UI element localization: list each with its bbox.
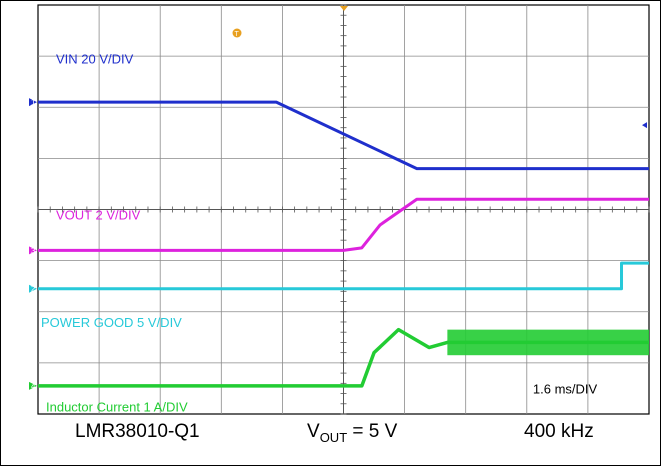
- trace-label: POWER GOOD 5 V/DIV: [41, 315, 182, 330]
- channel-marker-number: 3: [31, 246, 36, 255]
- trigger-level-icon: [642, 122, 647, 129]
- time-scale-label: 1.6 ms/DIV: [533, 382, 598, 397]
- channel-marker-number: 4: [31, 382, 36, 391]
- trace-label: VIN 20 V/DIV: [56, 52, 134, 67]
- trigger-marker-label: T: [235, 31, 240, 38]
- channel-marker-icon: [29, 381, 37, 390]
- channel-marker-number: 1: [31, 98, 36, 107]
- trace-3: [38, 261, 649, 291]
- trace-label: VOUT 2 V/DIV: [56, 208, 141, 223]
- caption-vout-suffix: = 5 V: [347, 421, 398, 442]
- trace-label: Inductor Current 1 A/DIV: [46, 399, 188, 414]
- trace-1: [38, 100, 649, 171]
- channel-marker-number: 2: [31, 285, 36, 294]
- caption-vout: VOUT = 5 V: [307, 421, 397, 445]
- trigger-position-icon: [340, 6, 348, 11]
- channel-marker-icon: [29, 246, 37, 255]
- caption-frequency: 400 kHz: [524, 421, 594, 442]
- channel-marker-icon: [29, 98, 37, 107]
- caption-vout-sub: OUT: [319, 429, 348, 445]
- caption-part: LMR38010-Q1: [75, 421, 200, 442]
- caption-vout-prefix: V: [307, 421, 320, 442]
- channel-marker-icon: [29, 284, 37, 293]
- trigger-marker-icon: [232, 28, 242, 38]
- oscilloscope-screen: 1 VIN 20 V/DIV 3 VOUT 2 V/DIV 2 POWER GOOD 5 …: [29, 4, 650, 415]
- trace-2: [38, 197, 649, 252]
- inductor-ripple-band: [447, 329, 649, 356]
